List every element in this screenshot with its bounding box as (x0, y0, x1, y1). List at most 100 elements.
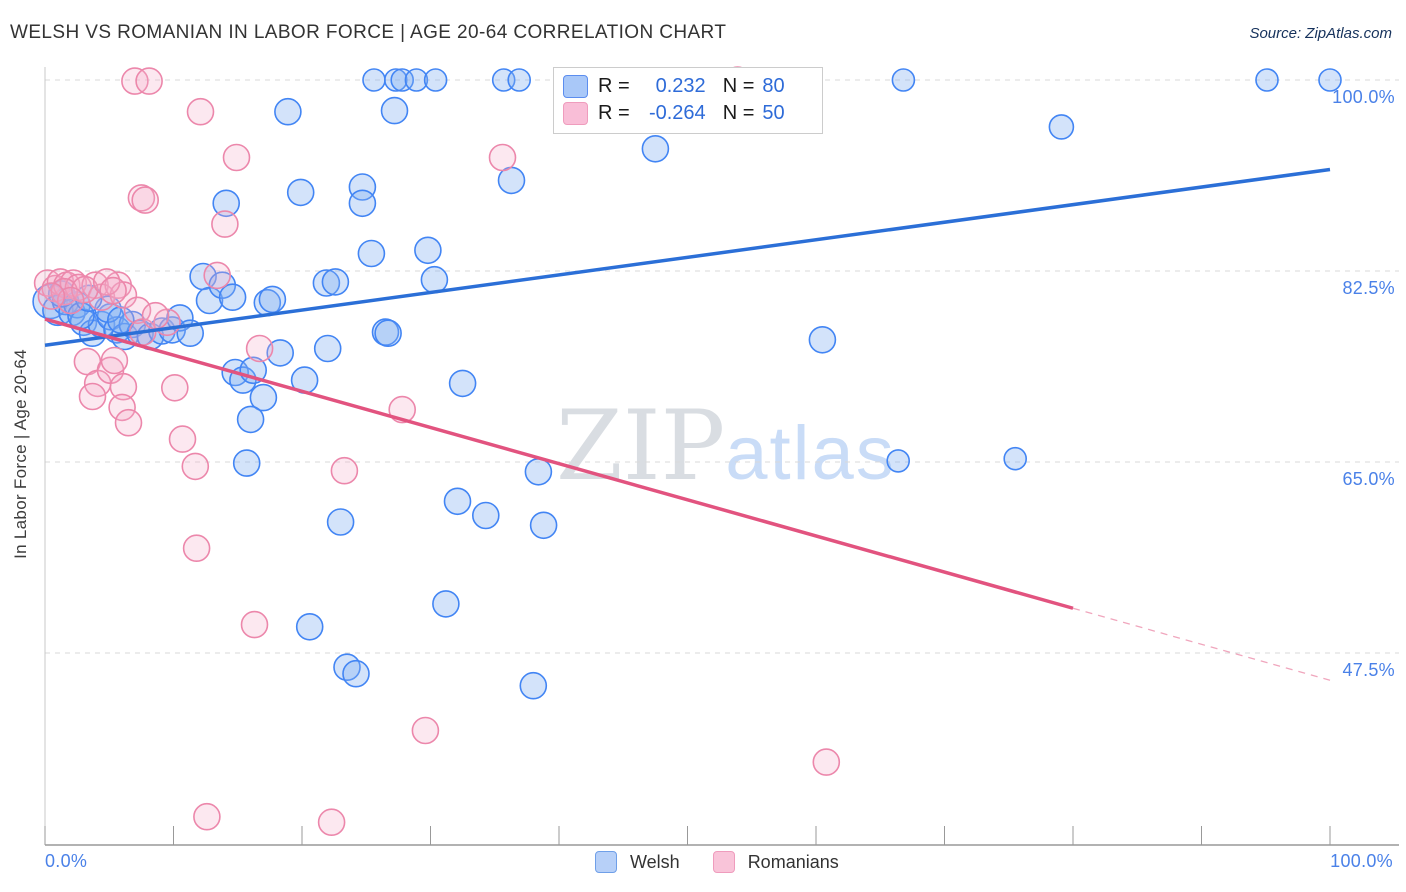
scatter-point-welsh (342, 659, 370, 688)
scatter-point-romanian (245, 334, 274, 363)
x-tick-0: 0.0% (45, 851, 88, 871)
scatter-point-romanian (222, 143, 251, 172)
page-title: WELSH VS ROMANIAN IN LABOR FORCE | AGE 2… (10, 22, 727, 43)
scatter-point-romanian (108, 393, 136, 422)
scatter-point-welsh (404, 68, 429, 92)
scatter-point-welsh (1318, 68, 1342, 92)
scatter-point-romanian (812, 748, 841, 776)
scatter-point-welsh (258, 285, 287, 314)
scatter-point-welsh (414, 236, 442, 265)
scatter-point-romanian (37, 282, 66, 310)
welsh-r-label: R = (598, 75, 630, 97)
welsh-n-label: N = (722, 75, 755, 97)
y-tick-100: 100.0% (1332, 87, 1395, 107)
trend-line-romanians (44, 317, 1074, 610)
scatter-point-welsh (374, 319, 402, 348)
scatter-point-welsh (249, 383, 278, 412)
scatter-point-welsh (326, 508, 355, 536)
scatter-point-romanian (121, 67, 149, 95)
romanians-legend-swatch (712, 851, 735, 873)
scatter-point-romanian (114, 408, 143, 437)
scatter-point-romanian (168, 425, 197, 453)
scatter-point-welsh (266, 339, 295, 367)
stats-legend: R = 0.232 N = 80 R = -0.264 N = 50 (553, 67, 823, 134)
x-tick-100: 100.0% (1330, 851, 1393, 871)
scatter-point-welsh (886, 449, 911, 473)
scatter-point-romanian (123, 296, 152, 325)
scatter-point-welsh (232, 449, 261, 477)
scatter-point-welsh (507, 68, 532, 92)
scatter-point-romanian (182, 534, 211, 563)
scatter-point-welsh (1003, 446, 1028, 471)
scatter-point-welsh (371, 318, 400, 346)
scatter-point-welsh (1255, 68, 1279, 92)
scatter-point-welsh (348, 173, 377, 201)
welsh-legend-swatch (595, 851, 617, 873)
source-label: Source: ZipAtlas.com (1249, 25, 1392, 42)
scatter-point-welsh (1048, 114, 1075, 140)
y-tick-82-5: 82.5% (1342, 278, 1395, 298)
scatter-point-romanian (78, 382, 107, 411)
scatter-point-welsh (641, 135, 670, 163)
scatter-point-welsh (362, 68, 386, 92)
scatter-point-romanian (193, 802, 221, 831)
y-axis-label: In Labor Force | Age 20-64 (11, 349, 30, 559)
series-legend: Welsh Romanians (595, 851, 839, 873)
scatter-point-welsh (313, 334, 342, 363)
romanian-r-label: R = (598, 102, 630, 124)
welsh-swatch (563, 75, 588, 98)
scatter-point-welsh (432, 590, 460, 618)
romanian-swatch (563, 102, 588, 125)
scatter-point-welsh (524, 457, 553, 486)
y-tick-47-5: 47.5% (1342, 660, 1395, 680)
trend-line-welsh (44, 167, 1331, 347)
scatter-point-welsh (529, 511, 558, 540)
scatter-point-welsh (274, 97, 302, 126)
scatter-point-romanian (240, 610, 269, 639)
romanians-legend-label: Romanians (747, 851, 839, 872)
scatter-point-welsh (380, 96, 409, 125)
scatter-point-welsh (448, 369, 477, 398)
scatter-point-romanian (131, 186, 159, 214)
scatter-point-romanian (317, 808, 346, 837)
scatter-point-welsh (420, 265, 449, 294)
scatter-point-romanian (141, 301, 170, 330)
scatter-point-welsh (295, 612, 324, 641)
scatter-point-welsh (212, 189, 240, 218)
stats-row-welsh: R = 0.232 N = 80 (563, 73, 813, 100)
scatter-point-romanian (203, 261, 231, 290)
scatter-point-welsh (519, 671, 548, 700)
scatter-point-romanian (411, 716, 440, 745)
scatter-point-romanian (330, 456, 359, 485)
trend-line-romanians-dashed (1072, 607, 1331, 681)
scatter-point-welsh (236, 405, 265, 434)
scatter-point-welsh (497, 166, 526, 195)
scatter-point-romanian (135, 67, 163, 95)
scatter-point-welsh (286, 178, 315, 207)
scatter-point-welsh (808, 325, 837, 354)
scatter-point-welsh (348, 189, 377, 218)
scatter-point-welsh (312, 269, 341, 297)
welsh-legend-label: Welsh (630, 851, 680, 872)
scatter-point-welsh (891, 68, 916, 92)
scatter-point-romanian (99, 276, 127, 305)
stats-row-romanian: R = -0.264 N = 50 (563, 100, 813, 127)
scatter-point-welsh (383, 68, 408, 92)
scatter-point-welsh (218, 283, 247, 312)
scatter-point-romanian (161, 373, 189, 402)
scatter-point-romanian (181, 452, 210, 481)
scatter-point-welsh (357, 239, 386, 268)
y-tick-65: 65.0% (1342, 469, 1395, 489)
welsh-r-value: 0.232 (655, 75, 706, 97)
scatter-point-romanian (211, 210, 239, 238)
romanian-n-label: N = (722, 102, 755, 124)
scatter-point-welsh (321, 268, 350, 296)
scatter-point-welsh (443, 487, 472, 516)
scatter-point-welsh (423, 68, 448, 92)
scatter-point-romanian (109, 372, 138, 401)
scatter-point-romanian (488, 143, 517, 172)
romanian-n-value: 50 (762, 102, 785, 124)
